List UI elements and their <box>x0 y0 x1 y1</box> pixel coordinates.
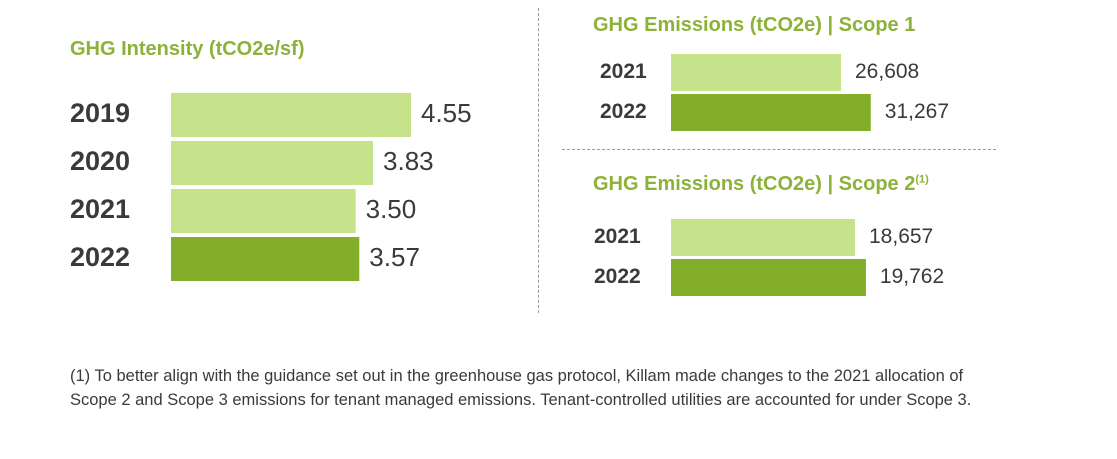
category-label-2019: 2019 <box>70 98 130 128</box>
value-label-2021: 3.50 <box>366 194 417 224</box>
vertical-divider <box>538 8 539 313</box>
value-label-2021: 18,657 <box>869 225 933 248</box>
intensity-chart: GHG Intensity (tCO2e/sf) 2019 4.55 2020 3.8… <box>0 0 530 300</box>
value-label-2021: 26,608 <box>855 60 919 83</box>
value-label-2022: 19,762 <box>880 265 944 288</box>
bar-2021 <box>671 219 855 256</box>
footnote: (1) To better align with the guidance se… <box>70 367 972 409</box>
category-label-2021: 2021 <box>594 225 641 248</box>
category-label-2022: 2022 <box>594 265 641 288</box>
category-label-2020: 2020 <box>70 146 130 176</box>
category-label-2021: 2021 <box>600 60 647 83</box>
scope1-chart-title: GHG Emissions (tCO2e) | Scope 1 <box>593 14 916 36</box>
scope2-chart-plot: 2021 18,657 2022 19,762 <box>594 219 944 296</box>
scope2-title-superscript: (1) <box>915 173 929 186</box>
scope1-chart: GHG Emissions (tCO2e) | Scope 1 2021 26,6… <box>560 0 1117 140</box>
intensity-chart-plot: 2019 4.55 2020 3.83 2021 3.50 2022 3.57 <box>70 93 472 281</box>
bar-2020 <box>171 141 374 185</box>
scope2-chart-title: GHG Emissions (tCO2e) | Scope 2(1) <box>593 173 929 195</box>
scope1-chart-plot: 2021 26,608 2022 31,267 <box>600 54 949 131</box>
value-label-2022: 31,267 <box>885 100 949 123</box>
value-label-2019: 4.55 <box>421 98 472 128</box>
bar-2022 <box>671 94 871 131</box>
bar-2021 <box>171 189 356 233</box>
horizontal-divider <box>562 149 996 150</box>
intensity-chart-title: GHG Intensity (tCO2e/sf) <box>70 38 305 60</box>
category-label-2022: 2022 <box>600 100 647 123</box>
scope2-chart: GHG Emissions (tCO2e) | Scope 2(1) 2021 1… <box>560 160 1117 310</box>
value-label-2022: 3.57 <box>369 242 420 272</box>
bar-2021 <box>671 54 841 91</box>
category-label-2021: 2021 <box>70 194 130 224</box>
bar-2019 <box>171 93 411 137</box>
value-label-2020: 3.83 <box>383 146 434 176</box>
category-label-2022: 2022 <box>70 242 130 272</box>
bar-2022 <box>171 237 360 281</box>
bar-2022 <box>671 259 866 296</box>
